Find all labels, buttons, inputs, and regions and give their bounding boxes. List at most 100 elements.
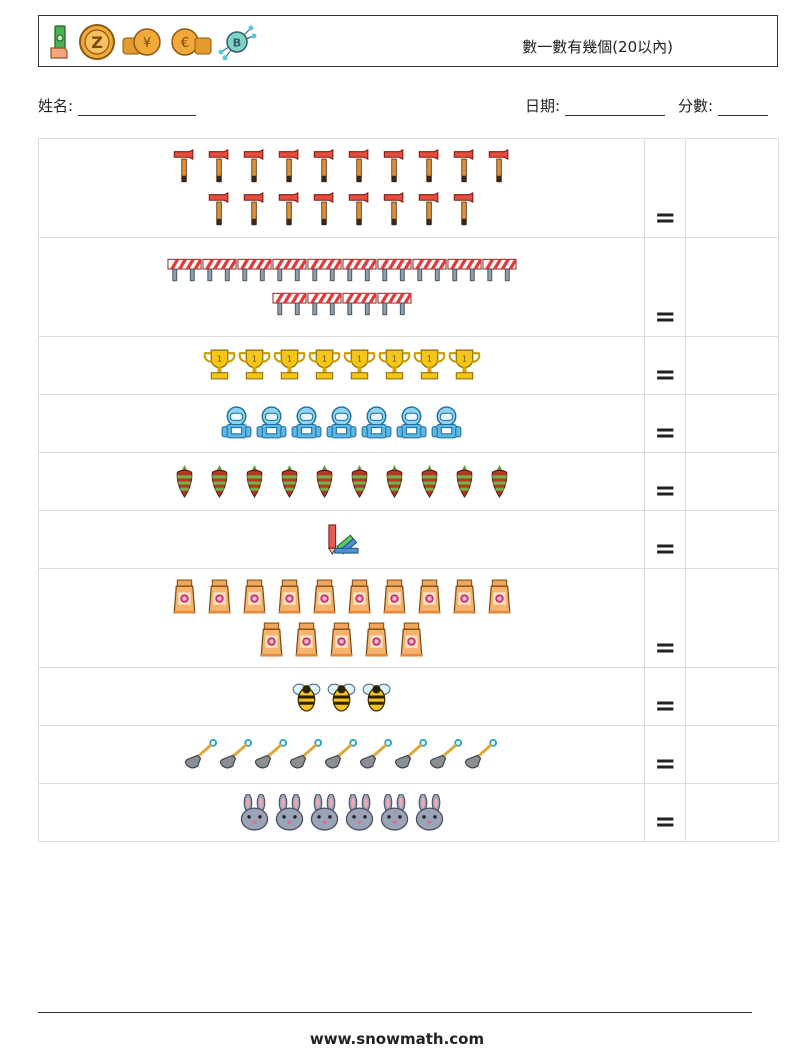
axe-icon (412, 191, 447, 228)
astronaut-icon (359, 405, 394, 442)
svg-text:¥: ¥ (143, 36, 151, 51)
sunscreen-bottle-icon (254, 621, 289, 658)
svg-text:1: 1 (392, 353, 397, 363)
rabbit-icon (377, 793, 412, 831)
picture-cell (37, 394, 646, 453)
picture-cell (37, 138, 646, 238)
axe-icon (202, 148, 237, 185)
score-field: 分數: (678, 95, 768, 116)
picture-cell (37, 783, 646, 842)
picture-cell: 1 1 1 1 1 1 1 1 (37, 336, 646, 395)
equals-cell: = (644, 510, 687, 569)
trophy-icon: 1 (237, 347, 272, 384)
answer-box[interactable] (685, 568, 779, 668)
answer-box[interactable] (685, 138, 779, 238)
axe-icon (167, 148, 202, 185)
picture-cell (37, 452, 646, 511)
shovel-icon (394, 736, 429, 773)
score-line[interactable] (717, 115, 768, 116)
counting-table: = = 1 1 1 1 1 1 1 1 = = = = = = = = (37, 138, 779, 842)
answer-box[interactable] (685, 783, 779, 842)
barrier-icon (202, 256, 237, 284)
carrot-icon (307, 463, 342, 500)
axe-icon (272, 148, 307, 185)
answer-box[interactable] (685, 510, 779, 569)
trophy-icon: 1 (307, 347, 342, 384)
carrot-icon (202, 463, 237, 500)
question-row: = (37, 725, 779, 784)
astronaut-icon (394, 405, 429, 442)
answer-box[interactable] (685, 452, 779, 511)
answer-box[interactable] (685, 667, 779, 726)
picture-line (39, 191, 644, 228)
carrot-icon (377, 463, 412, 500)
barrier-icon (482, 256, 517, 284)
trophy-icon: 1 (447, 347, 482, 384)
date-field: 日期: (525, 95, 665, 116)
coin-z-icon: Z (79, 24, 115, 60)
equals-sign: = (654, 633, 677, 663)
astronaut-icon (429, 405, 464, 442)
sunscreen-bottle-icon (342, 578, 377, 615)
astronaut-icon (289, 405, 324, 442)
sunscreen-bottle-icon (324, 621, 359, 658)
sunscreen-bottle-icon (289, 621, 324, 658)
svg-text:Z: Z (91, 33, 103, 52)
answer-box[interactable] (685, 237, 779, 337)
picture-cell (37, 510, 646, 569)
picture-line (39, 290, 644, 318)
bee-icon (289, 678, 324, 715)
axe-icon (202, 191, 237, 228)
barrier-icon (272, 290, 307, 318)
barrier-icon (307, 290, 342, 318)
sunscreen-bottle-icon (167, 578, 202, 615)
question-row: 1 1 1 1 1 1 1 1 = (37, 336, 779, 395)
worksheet-header: Z ¥ € B 數一數有幾個(20以內) (38, 15, 778, 67)
barrier-icon (272, 256, 307, 284)
rabbit-icon (272, 793, 307, 831)
shovel-icon (464, 736, 499, 773)
question-row: = (37, 452, 779, 511)
sunscreen-bottle-icon (447, 578, 482, 615)
axe-icon (342, 148, 377, 185)
shovel-icon (219, 736, 254, 773)
axe-icon (482, 148, 517, 185)
sunscreen-bottle-icon (272, 578, 307, 615)
rabbit-icon (237, 793, 272, 831)
picture-cell (37, 237, 646, 337)
answer-box[interactable] (685, 725, 779, 784)
axe-icon (307, 148, 342, 185)
bee-icon (324, 678, 359, 715)
sunscreen-bottle-icon (412, 578, 447, 615)
svg-text:1: 1 (357, 353, 362, 363)
trophy-icon: 1 (377, 347, 412, 384)
barrier-icon (447, 256, 482, 284)
axe-icon (412, 148, 447, 185)
answer-box[interactable] (685, 336, 779, 395)
equals-sign: = (654, 749, 677, 779)
picture-cell (37, 667, 646, 726)
carrot-icon (412, 463, 447, 500)
sunscreen-bottle-icon (377, 578, 412, 615)
picture-line (39, 578, 644, 615)
astronaut-icon (254, 405, 289, 442)
axe-icon (237, 191, 272, 228)
svg-text:1: 1 (287, 353, 292, 363)
crayon-set-icon (324, 521, 359, 558)
picture-line (39, 621, 644, 658)
picture-line (39, 678, 644, 715)
date-line[interactable] (564, 115, 665, 116)
name-line[interactable] (77, 115, 196, 116)
sunscreen-bottle-icon (307, 578, 342, 615)
picture-line: 1 1 1 1 1 1 1 1 (39, 347, 644, 384)
equals-sign: = (654, 476, 677, 506)
shovel-icon (359, 736, 394, 773)
answer-box[interactable] (685, 394, 779, 453)
footer-url: www.snowmath.com (309, 1030, 485, 1048)
name-label: 姓名: (38, 97, 74, 115)
axe-icon (237, 148, 272, 185)
axe-icon (307, 191, 342, 228)
astronaut-icon (324, 405, 359, 442)
sunscreen-bottle-icon (202, 578, 237, 615)
sunscreen-bottle-icon (237, 578, 272, 615)
